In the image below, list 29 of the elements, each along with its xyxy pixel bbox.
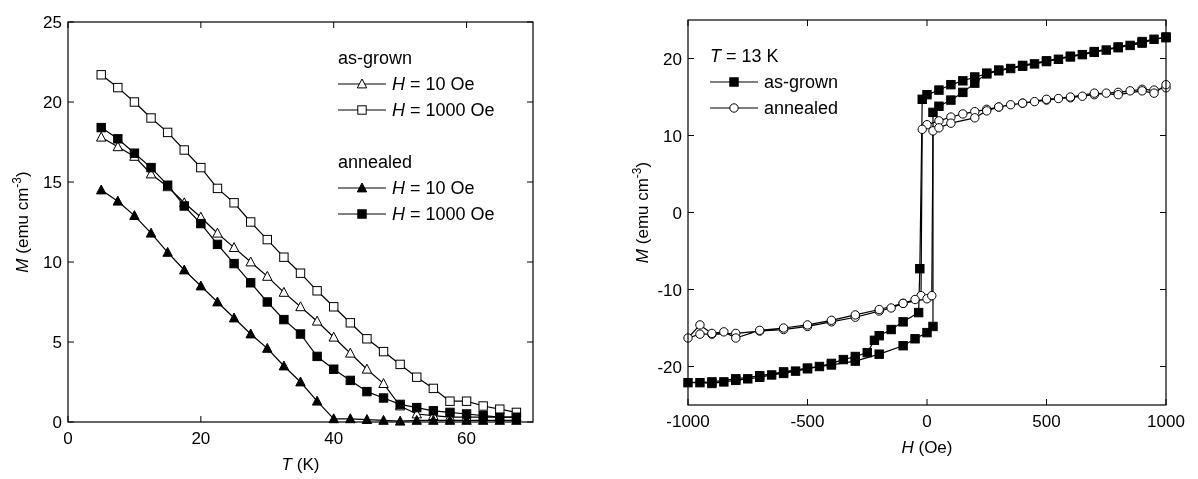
y-tick-label: 5 xyxy=(52,333,62,352)
y-tick-label: -10 xyxy=(657,280,682,300)
y-tick-label: 25 xyxy=(43,13,62,32)
legend-label: H = 1000 Oe xyxy=(392,204,495,224)
legend-label: annealed xyxy=(764,98,839,118)
legend-title: T = 13 K xyxy=(710,46,779,66)
x-axis-title: H (Oe) xyxy=(901,438,953,457)
legend-label: H = 10 Oe xyxy=(392,74,475,94)
y-tick-label: 10 xyxy=(43,253,62,272)
x-tick-label: 500 xyxy=(1032,412,1061,431)
x-axis-title: T (K) xyxy=(281,455,320,474)
legend-label: H = 10 Oe xyxy=(392,178,475,198)
x-tick-label: 0 xyxy=(922,412,932,431)
y-tick-label: 20 xyxy=(43,93,62,112)
x-tick-label: 60 xyxy=(457,429,477,448)
legend-label: H = 1000 Oe xyxy=(392,100,495,120)
y-tick-label: -20 xyxy=(657,357,682,377)
x-tick-label: 40 xyxy=(324,429,344,448)
x-tick-label: 20 xyxy=(191,429,211,448)
y-tick-label: 0 xyxy=(672,203,682,223)
annotation: annealed xyxy=(338,152,413,172)
x-tick-label: 1000 xyxy=(1147,412,1185,431)
x-tick-label: -1000 xyxy=(666,412,710,431)
legend-label: as-grown xyxy=(764,72,839,92)
y-tick-label: 10 xyxy=(663,126,682,146)
y-tick-label: 20 xyxy=(663,49,682,69)
annotation: as-grown xyxy=(338,48,413,68)
x-tick-label: -500 xyxy=(790,412,825,431)
y-tick-label: 15 xyxy=(43,173,62,192)
